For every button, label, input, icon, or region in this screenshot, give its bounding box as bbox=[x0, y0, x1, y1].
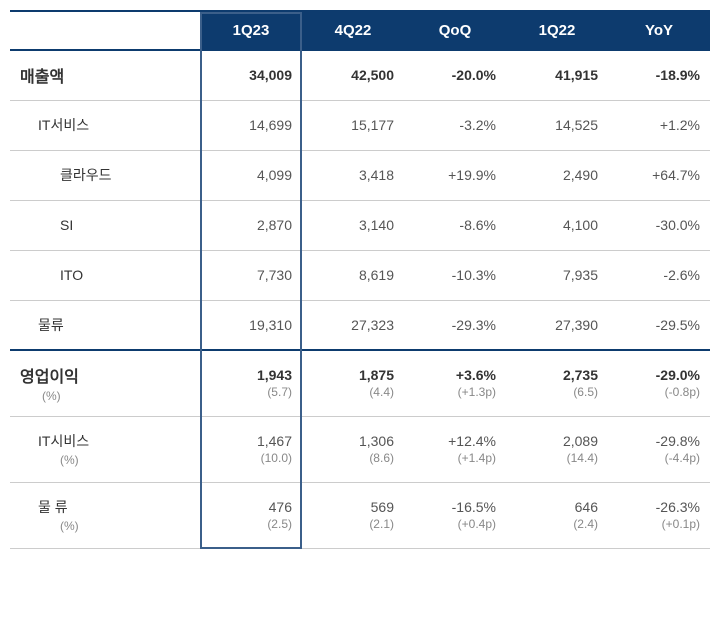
cell: -20.0% bbox=[404, 50, 506, 100]
cell: -3.2% bbox=[404, 100, 506, 150]
cell: 34,009 bbox=[200, 50, 302, 100]
cell-sub: (-0.8p) bbox=[618, 385, 700, 399]
cell: 3,418 bbox=[302, 150, 404, 200]
header-col: 4Q22 bbox=[302, 11, 404, 50]
cell-sub: (+1.4p) bbox=[414, 451, 496, 465]
cell: 2,089(14.4) bbox=[506, 416, 608, 482]
cell-sub: (2.4) bbox=[516, 517, 598, 531]
row-label: IT서비스 bbox=[10, 100, 200, 150]
cell: 42,500 bbox=[302, 50, 404, 100]
cell: 1,875(4.4) bbox=[302, 350, 404, 416]
cell-sub: (10.0) bbox=[210, 451, 292, 465]
cell: 4,099 bbox=[200, 150, 302, 200]
table-row: 매출액34,00942,500-20.0%41,915-18.9% bbox=[10, 50, 710, 100]
cell: +3.6%(+1.3p) bbox=[404, 350, 506, 416]
cell: 569(2.1) bbox=[302, 482, 404, 548]
cell: 1,943(5.7) bbox=[200, 350, 302, 416]
row-label: 클라우드 bbox=[10, 150, 200, 200]
cell-sub: (6.5) bbox=[516, 385, 598, 399]
cell: 7,730 bbox=[200, 250, 302, 300]
cell: -18.9% bbox=[608, 50, 710, 100]
table-row: IT시비스(%)1,467(10.0)1,306(8.6)+12.4%(+1.4… bbox=[10, 416, 710, 482]
table-row: ITO7,7308,619-10.3%7,935-2.6% bbox=[10, 250, 710, 300]
cell: -2.6% bbox=[608, 250, 710, 300]
cell: 2,490 bbox=[506, 150, 608, 200]
cell-sub: (+0.1p) bbox=[618, 517, 700, 531]
cell: 14,525 bbox=[506, 100, 608, 150]
cell-sub: (2.5) bbox=[210, 517, 292, 531]
row-label: 영업이익(%) bbox=[10, 350, 200, 416]
cell-sub: (-4.4p) bbox=[618, 451, 700, 465]
cell: 41,915 bbox=[506, 50, 608, 100]
cell: +12.4%(+1.4p) bbox=[404, 416, 506, 482]
cell: 3,140 bbox=[302, 200, 404, 250]
cell: 14,699 bbox=[200, 100, 302, 150]
table-body: 매출액34,00942,500-20.0%41,915-18.9%IT서비스14… bbox=[10, 50, 710, 548]
cell: 8,619 bbox=[302, 250, 404, 300]
cell: +64.7% bbox=[608, 150, 710, 200]
cell-sub: (+1.3p) bbox=[414, 385, 496, 399]
header-col: YoY bbox=[608, 11, 710, 50]
row-label: IT시비스(%) bbox=[10, 416, 200, 482]
table-row: IT서비스14,69915,177-3.2%14,525+1.2% bbox=[10, 100, 710, 150]
cell: -29.0%(-0.8p) bbox=[608, 350, 710, 416]
cell: 646(2.4) bbox=[506, 482, 608, 548]
cell: 27,323 bbox=[302, 300, 404, 350]
cell: 2,870 bbox=[200, 200, 302, 250]
cell: -29.8%(-4.4p) bbox=[608, 416, 710, 482]
table-row: 클라우드4,0993,418+19.9%2,490+64.7% bbox=[10, 150, 710, 200]
cell: -29.3% bbox=[404, 300, 506, 350]
cell-sub: (14.4) bbox=[516, 451, 598, 465]
cell: 15,177 bbox=[302, 100, 404, 150]
row-label: 물 류(%) bbox=[10, 482, 200, 548]
cell: -10.3% bbox=[404, 250, 506, 300]
table-row: 물 류(%)476(2.5)569(2.1)-16.5%(+0.4p)646(2… bbox=[10, 482, 710, 548]
cell: -26.3%(+0.1p) bbox=[608, 482, 710, 548]
cell: 19,310 bbox=[200, 300, 302, 350]
table-row: 물류19,31027,323-29.3%27,390-29.5% bbox=[10, 300, 710, 350]
cell: 1,306(8.6) bbox=[302, 416, 404, 482]
cell-sub: (+0.4p) bbox=[414, 517, 496, 531]
financial-table: 1Q23 4Q22 QoQ 1Q22 YoY 매출액34,00942,500-2… bbox=[10, 10, 710, 549]
cell: -8.6% bbox=[404, 200, 506, 250]
cell: +19.9% bbox=[404, 150, 506, 200]
row-label: ITO bbox=[10, 250, 200, 300]
cell: 476(2.5) bbox=[200, 482, 302, 548]
cell: +1.2% bbox=[608, 100, 710, 150]
cell: 4,100 bbox=[506, 200, 608, 250]
financial-table-wrap: 1Q23 4Q22 QoQ 1Q22 YoY 매출액34,00942,500-2… bbox=[10, 10, 710, 549]
header-empty bbox=[10, 11, 200, 50]
cell: 7,935 bbox=[506, 250, 608, 300]
pct-label: (%) bbox=[38, 453, 190, 467]
row-label: 매출액 bbox=[10, 50, 200, 100]
header-col: QoQ bbox=[404, 11, 506, 50]
cell-sub: (4.4) bbox=[312, 385, 394, 399]
cell: 2,735(6.5) bbox=[506, 350, 608, 416]
cell: 1,467(10.0) bbox=[200, 416, 302, 482]
row-label: SI bbox=[10, 200, 200, 250]
row-label: 물류 bbox=[10, 300, 200, 350]
cell: 27,390 bbox=[506, 300, 608, 350]
pct-label: (%) bbox=[20, 389, 190, 403]
cell: -29.5% bbox=[608, 300, 710, 350]
table-row: 영업이익(%)1,943(5.7)1,875(4.4)+3.6%(+1.3p)2… bbox=[10, 350, 710, 416]
cell: -30.0% bbox=[608, 200, 710, 250]
header-col: 1Q22 bbox=[506, 11, 608, 50]
cell-sub: (5.7) bbox=[210, 385, 292, 399]
table-row: SI2,8703,140-8.6%4,100-30.0% bbox=[10, 200, 710, 250]
pct-label: (%) bbox=[38, 519, 190, 533]
cell: -16.5%(+0.4p) bbox=[404, 482, 506, 548]
header-col: 1Q23 bbox=[200, 11, 302, 50]
table-header-row: 1Q23 4Q22 QoQ 1Q22 YoY bbox=[10, 11, 710, 50]
cell-sub: (8.6) bbox=[312, 451, 394, 465]
cell-sub: (2.1) bbox=[312, 517, 394, 531]
